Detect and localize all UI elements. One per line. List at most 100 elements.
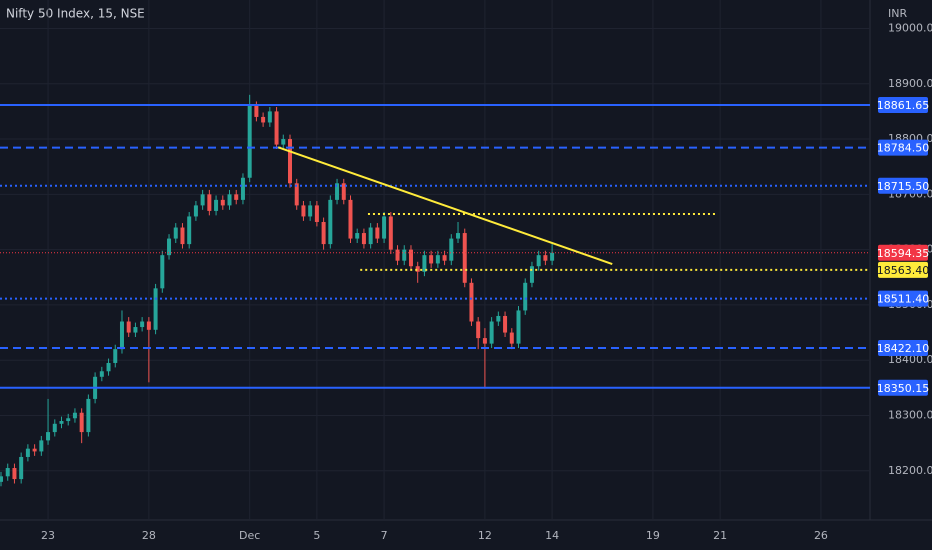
candle-body [355, 233, 360, 239]
x-tick-label: 12 [478, 529, 492, 542]
price-badge-label: 18594.35 [877, 247, 930, 260]
candle-body [19, 456, 24, 480]
candle-body [59, 421, 64, 424]
price-badge [878, 177, 928, 194]
price-badge [878, 244, 928, 261]
candle-body [46, 432, 51, 441]
candle-body [247, 105, 252, 178]
candle-body [32, 448, 37, 452]
candle-body [106, 362, 111, 372]
candle-body [160, 255, 165, 289]
candle-body [408, 249, 413, 267]
candle-body [442, 255, 447, 261]
candle-body [173, 227, 178, 239]
candle-body [5, 468, 10, 477]
candle-body [348, 199, 353, 239]
x-tick-label: 23 [41, 529, 55, 542]
price-badge [878, 339, 928, 356]
y-tick-label: 18400.00 [888, 353, 932, 366]
candle-body [523, 282, 528, 311]
candle-body [529, 266, 534, 283]
y-tick-label: 18900.00 [888, 77, 932, 90]
price-badge-label: 18350.15 [877, 382, 930, 395]
candle-body [25, 448, 30, 457]
candle-body [79, 412, 84, 433]
candle-body [153, 288, 158, 330]
candle-body [335, 183, 340, 200]
candle-body [274, 111, 279, 145]
x-tick-label: 28 [142, 529, 156, 542]
currency: INR [888, 7, 907, 20]
candle-body [388, 216, 393, 250]
candle-body [301, 205, 306, 217]
candle-body [503, 315, 508, 333]
candle-body [261, 116, 266, 123]
candle-body [314, 205, 319, 222]
candle-body [146, 321, 151, 330]
price-badge-label: 18511.40 [877, 293, 930, 306]
candle-body [456, 233, 461, 239]
trendline [277, 146, 613, 265]
y-tick-label: 18300.00 [888, 409, 932, 422]
candle-body [193, 205, 198, 217]
candle-body [126, 321, 131, 333]
candle-body [86, 398, 91, 433]
candle-body [321, 221, 326, 245]
candle-body [368, 227, 373, 245]
candle-body [375, 227, 380, 239]
candle-body [214, 199, 219, 211]
candle-body [200, 194, 205, 206]
candle-body [482, 338, 487, 344]
candle-body [489, 321, 494, 344]
candle-body [180, 227, 185, 245]
candle-body [288, 139, 292, 184]
candle-body [167, 238, 172, 256]
candle-body [308, 205, 313, 217]
candle-body [509, 332, 514, 344]
candle-body [516, 310, 521, 344]
y-tick-label: 19000.00 [888, 21, 932, 34]
candle-body [113, 349, 118, 363]
x-tick-label: 7 [381, 529, 388, 542]
candle-body [550, 252, 555, 261]
candle-body [435, 255, 440, 264]
price-badge-label: 18563.40 [877, 264, 930, 277]
candle-body [140, 321, 145, 328]
candle-body [281, 139, 286, 145]
candle-body [207, 194, 212, 211]
x-tick-label: 26 [814, 529, 828, 542]
candle-body [476, 321, 481, 339]
candle-body [429, 255, 434, 264]
candle-body [72, 412, 77, 419]
candle-body [449, 238, 454, 261]
candle-body [402, 249, 407, 261]
price-badge [878, 379, 928, 396]
x-tick-label: 21 [713, 529, 727, 542]
candle-body [294, 183, 299, 206]
candle-body [462, 233, 467, 283]
candle-body [133, 327, 138, 333]
candle-body [99, 371, 104, 377]
price-badge [878, 290, 928, 307]
candle-body [328, 199, 333, 245]
candle-body [267, 111, 272, 123]
candle-body [52, 423, 57, 433]
candle-body [119, 321, 124, 350]
x-tick-label: 5 [313, 529, 320, 542]
chart-title: Nifty 50 Index, 15, NSE [6, 7, 145, 21]
candle-body [422, 255, 427, 272]
y-tick-label: 18200.00 [888, 464, 932, 477]
candle-body [415, 266, 420, 272]
candle-body [341, 183, 346, 200]
candle-body [234, 194, 239, 200]
price-badge-label: 18715.50 [877, 180, 930, 193]
candle-body [220, 199, 225, 206]
candle-body [0, 476, 4, 482]
price-badge-label: 18784.50 [877, 142, 930, 155]
price-badge-label: 18861.65 [877, 99, 930, 112]
price-badge-label: 18422.10 [877, 342, 930, 355]
price-badge [878, 96, 928, 113]
candle-body [536, 255, 541, 267]
candle-body [187, 216, 192, 245]
